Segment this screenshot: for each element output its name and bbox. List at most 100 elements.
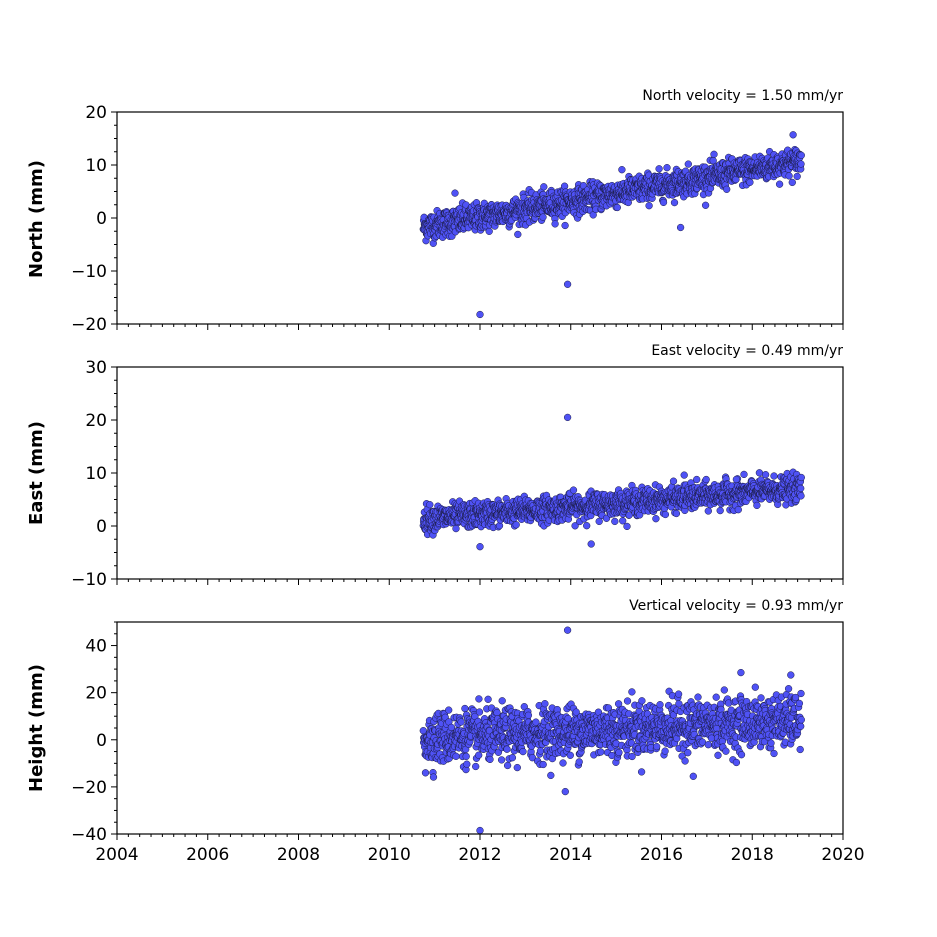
data-point xyxy=(701,201,710,209)
data-point xyxy=(795,699,804,708)
x-tick-label: 2008 xyxy=(277,845,320,865)
data-point xyxy=(785,172,793,180)
data-point xyxy=(788,178,796,187)
data-point xyxy=(461,704,469,713)
data-point xyxy=(426,501,434,509)
data-point xyxy=(670,198,679,207)
data-point xyxy=(656,701,664,709)
outlier-point xyxy=(563,280,572,288)
data-point xyxy=(493,709,501,717)
data-point xyxy=(484,695,492,703)
data-point xyxy=(597,748,605,756)
data-point xyxy=(732,758,741,767)
y-tick-label: −10 xyxy=(71,570,107,590)
north-points xyxy=(419,131,805,319)
y-tick-label: 10 xyxy=(85,464,107,484)
y-tick-label: 40 xyxy=(85,637,107,657)
north-axis-label: North (mm) xyxy=(26,160,47,278)
data-point xyxy=(669,477,678,485)
data-point xyxy=(663,164,671,172)
outlier-point xyxy=(561,787,569,796)
data-point xyxy=(797,473,805,482)
data-point xyxy=(710,150,718,158)
x-tick-label: 2012 xyxy=(458,845,501,865)
x-tick-label: 2006 xyxy=(186,845,229,865)
data-point xyxy=(547,771,555,780)
east-axis-label: East (mm) xyxy=(26,421,47,525)
data-point xyxy=(536,747,545,755)
outlier-point xyxy=(421,769,430,777)
data-point xyxy=(475,708,484,716)
outlier-point xyxy=(476,310,484,319)
data-point xyxy=(714,751,722,759)
y-tick-label: 20 xyxy=(85,411,107,431)
data-point xyxy=(472,762,480,771)
data-point xyxy=(618,166,626,174)
data-point xyxy=(457,718,465,726)
y-tick-label: 10 xyxy=(85,156,107,176)
y-tick-label: 20 xyxy=(85,684,107,704)
data-point xyxy=(784,685,793,693)
data-point xyxy=(498,697,506,705)
y-tick-label: 0 xyxy=(96,209,107,229)
height-axis-label: Height (mm) xyxy=(26,664,47,792)
panel-north: North velocity = 1.50 mm/yr North (mm) −… xyxy=(26,88,844,335)
x-tick-label: 2014 xyxy=(549,845,592,865)
data-point xyxy=(452,524,460,533)
y-tick-label: −40 xyxy=(71,825,107,845)
data-point xyxy=(757,694,765,702)
data-point xyxy=(684,749,692,757)
data-point xyxy=(463,760,471,768)
data-point xyxy=(623,522,631,531)
data-point xyxy=(452,752,460,760)
data-point xyxy=(613,203,621,212)
outlier-point xyxy=(476,826,484,835)
data-point xyxy=(569,486,578,494)
data-point xyxy=(797,160,805,168)
data-point xyxy=(722,747,730,755)
outlier-point xyxy=(689,772,697,780)
data-point xyxy=(704,741,712,749)
outlier-point xyxy=(789,131,797,139)
data-point xyxy=(541,700,549,708)
vertical-velocity-label: Vertical velocity = 0.93 mm/yr xyxy=(629,598,843,614)
x-tick-label: 2020 xyxy=(821,845,864,865)
y-tick-label: 20 xyxy=(85,103,107,123)
data-point xyxy=(524,711,533,719)
data-point xyxy=(462,752,470,761)
data-point xyxy=(712,693,720,701)
data-point xyxy=(566,751,574,759)
data-point xyxy=(661,747,669,755)
data-point xyxy=(755,469,764,477)
data-point xyxy=(539,213,547,221)
data-point xyxy=(503,745,511,753)
data-point xyxy=(797,484,805,493)
east-velocity-label: East velocity = 0.49 mm/yr xyxy=(651,343,843,359)
y-tick-label: −10 xyxy=(71,262,107,282)
x-tick-label: 2018 xyxy=(731,845,774,865)
data-point xyxy=(653,742,661,751)
data-point xyxy=(681,757,689,765)
data-point xyxy=(702,475,710,484)
y-tick-label: −20 xyxy=(71,315,107,335)
outlier-point xyxy=(587,540,595,548)
data-point xyxy=(475,751,483,759)
y-tick-label: 0 xyxy=(96,731,107,751)
data-point xyxy=(623,697,632,705)
data-point xyxy=(628,752,636,761)
data-point xyxy=(628,688,636,696)
data-point xyxy=(575,758,583,766)
outlier-point xyxy=(732,475,741,484)
data-point xyxy=(674,690,683,698)
data-point xyxy=(797,716,805,724)
data-point xyxy=(796,745,804,754)
data-point xyxy=(737,751,746,759)
data-point xyxy=(672,509,681,518)
data-point xyxy=(740,470,748,479)
data-point xyxy=(497,756,506,764)
data-point xyxy=(551,220,559,228)
data-point xyxy=(611,517,619,526)
data-point xyxy=(770,472,778,480)
data-point xyxy=(770,749,778,758)
